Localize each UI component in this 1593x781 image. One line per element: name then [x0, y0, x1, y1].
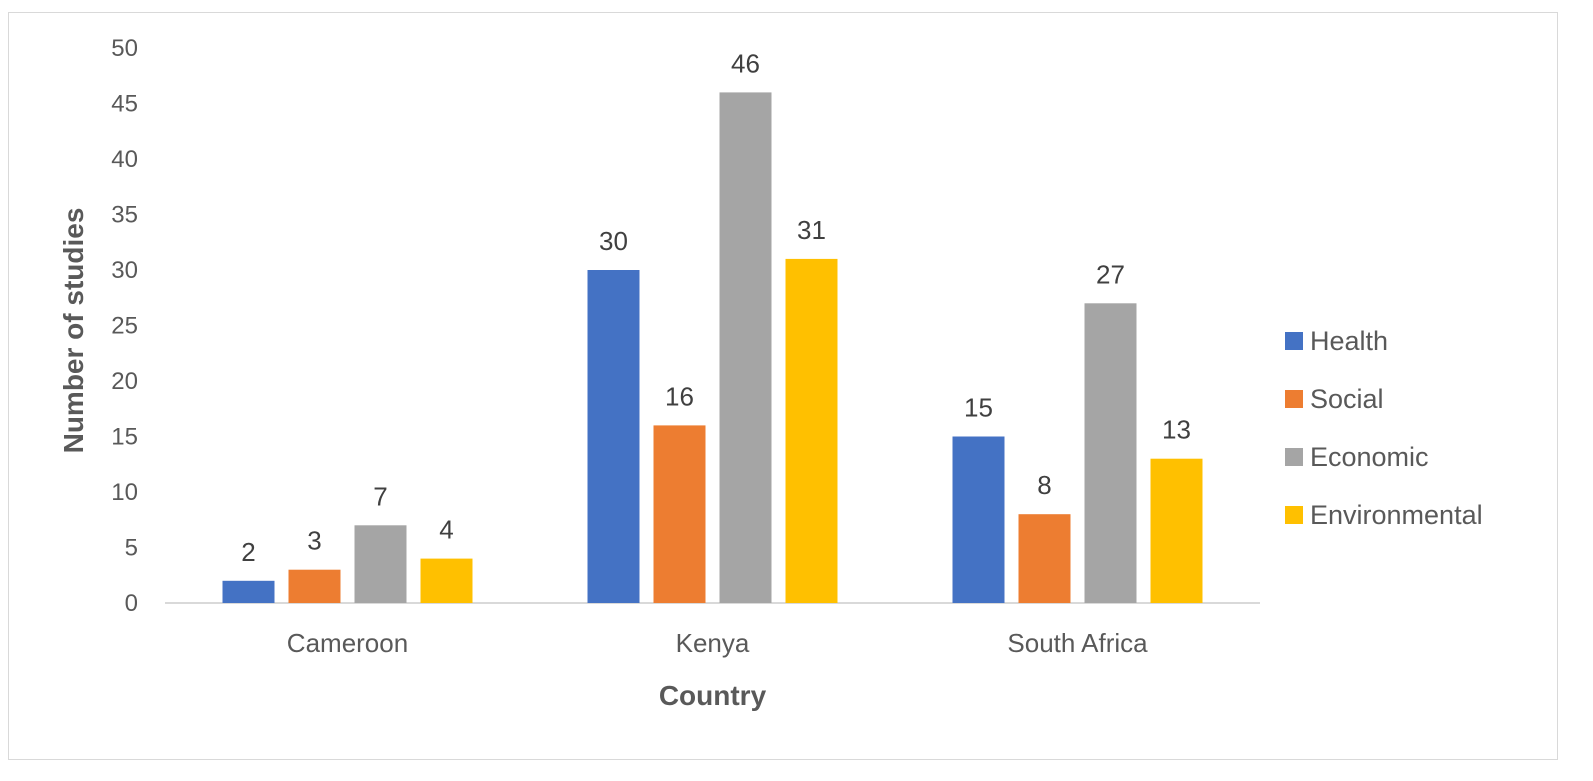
data-labels: 2 3 7 4 30 16 46 31 15 8 27 13	[241, 48, 1191, 566]
legend-label-health: Health	[1310, 326, 1388, 356]
y-tick-label: 40	[111, 146, 138, 173]
bars	[222, 92, 1203, 604]
x-category-label: Kenya	[676, 628, 750, 658]
data-label: 3	[307, 526, 321, 556]
bar-economic-kenya	[719, 92, 772, 604]
y-axis-ticks: 0 5 10 15 20 25 30 35 40 45 50	[111, 35, 138, 617]
bar-environmental-kenya	[785, 258, 838, 603]
bar-health-kenya	[587, 270, 640, 603]
bar-environmental-south-africa	[1150, 458, 1203, 603]
y-tick-label: 30	[111, 257, 138, 284]
legend-swatch-environmental	[1285, 506, 1303, 524]
legend-swatch-economic	[1285, 448, 1303, 466]
legend-label-economic: Economic	[1310, 442, 1429, 472]
data-label: 30	[599, 226, 628, 256]
y-tick-label: 0	[125, 590, 138, 617]
legend-label-social: Social	[1310, 384, 1384, 414]
data-label: 27	[1096, 259, 1125, 289]
data-label: 7	[373, 481, 387, 511]
y-tick-label: 45	[111, 91, 138, 118]
y-tick-label: 15	[111, 424, 138, 451]
bar-social-south-africa	[1018, 514, 1071, 603]
bar-environmental-cameroon	[420, 558, 473, 603]
legend-swatch-social	[1285, 390, 1303, 408]
x-category-label: South Africa	[1007, 628, 1148, 658]
y-tick-label: 5	[125, 535, 138, 562]
bar-social-cameroon	[288, 569, 341, 603]
bar-economic-cameroon	[354, 525, 407, 603]
y-tick-label: 50	[111, 35, 138, 62]
y-tick-label: 10	[111, 479, 138, 506]
chart-frame	[8, 12, 1558, 760]
data-label: 4	[439, 515, 453, 545]
x-category-label: Cameroon	[287, 628, 408, 658]
bar-social-kenya	[653, 425, 706, 603]
bar-economic-south-africa	[1084, 303, 1137, 603]
legend: Health Social Economic Environmental	[1285, 326, 1483, 530]
y-axis-title: Number of studies	[58, 208, 89, 454]
y-tick-label: 35	[111, 202, 138, 229]
data-label: 15	[964, 393, 993, 423]
bar-health-cameroon	[222, 580, 275, 603]
y-tick-label: 20	[111, 368, 138, 395]
data-label: 31	[797, 215, 826, 245]
y-tick-label: 25	[111, 313, 138, 340]
x-axis-categories: Cameroon Kenya South Africa	[287, 628, 1148, 658]
data-label: 2	[241, 537, 255, 567]
x-axis-title: Country	[659, 680, 767, 711]
data-label: 8	[1037, 470, 1051, 500]
legend-label-environmental: Environmental	[1310, 500, 1483, 530]
bar-health-south-africa	[952, 436, 1005, 603]
data-label: 16	[665, 381, 694, 411]
data-label: 13	[1162, 415, 1191, 445]
data-label: 46	[731, 48, 760, 78]
legend-swatch-health	[1285, 332, 1303, 350]
